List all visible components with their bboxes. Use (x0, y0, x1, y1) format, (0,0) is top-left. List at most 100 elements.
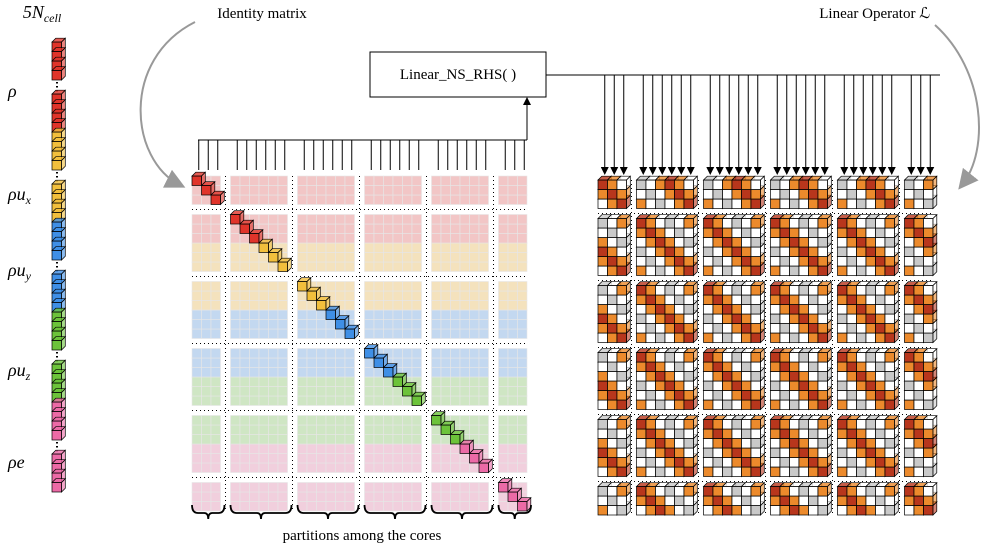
cell (508, 310, 518, 320)
cube-face (866, 305, 876, 315)
cell (231, 377, 241, 387)
cube-face (665, 496, 675, 506)
cube-face (771, 458, 781, 468)
cube-face (608, 496, 618, 506)
cell (403, 349, 413, 359)
cell (374, 195, 384, 205)
cube-face (617, 391, 627, 401)
cell (393, 195, 403, 205)
cube-face (202, 186, 212, 196)
cube-face (799, 496, 809, 506)
cube-face (665, 487, 675, 497)
cell (374, 310, 384, 320)
cube-face (684, 228, 694, 238)
cell (479, 387, 489, 397)
cube-face (617, 448, 627, 458)
cell (441, 502, 451, 512)
cube-face (924, 362, 934, 372)
cube-face (905, 257, 915, 267)
cell (326, 444, 336, 454)
cube-face (838, 391, 848, 401)
cube-face (790, 247, 800, 257)
cell (508, 454, 518, 464)
cube-face (675, 487, 685, 497)
cube-face (809, 238, 819, 248)
cell (269, 425, 279, 435)
cell (365, 463, 375, 473)
cell (451, 349, 461, 359)
cube-face (684, 305, 694, 315)
cell (412, 253, 422, 263)
cube-face (240, 224, 250, 234)
cube-face (780, 228, 790, 238)
cell (460, 301, 470, 311)
cube-face (713, 391, 723, 401)
cell (192, 253, 202, 263)
cube-face (924, 286, 934, 296)
cube-face (637, 266, 647, 276)
vector-label: ρuy (7, 260, 32, 283)
cube-face (799, 458, 809, 468)
cell (317, 368, 327, 378)
cube-face (656, 228, 666, 238)
cube-face (924, 199, 934, 209)
cube-face (857, 190, 867, 200)
cube-face (723, 247, 733, 257)
cell (470, 492, 480, 502)
cube-face (713, 324, 723, 334)
cell (470, 176, 480, 186)
cell (202, 368, 212, 378)
cube-face (713, 180, 723, 190)
cell (441, 387, 451, 397)
cube-face (704, 219, 714, 229)
cube-face (665, 429, 675, 439)
cube-face (847, 333, 857, 343)
cube-face (866, 372, 876, 382)
cube-face (866, 381, 876, 391)
cell (374, 215, 384, 225)
cell (307, 195, 317, 205)
cube-face (876, 238, 886, 248)
cell (365, 224, 375, 234)
cube-face (914, 180, 924, 190)
cell (202, 224, 212, 234)
cell (259, 301, 269, 311)
cube-face (732, 180, 742, 190)
cell (259, 435, 269, 445)
cube-face (656, 381, 666, 391)
cube-face (876, 429, 886, 439)
cell (508, 502, 518, 512)
cube-face (771, 362, 781, 372)
cell (499, 463, 509, 473)
cell (470, 387, 480, 397)
cell (365, 234, 375, 244)
cell (403, 262, 413, 272)
cell (403, 195, 413, 205)
cube-face (905, 429, 915, 439)
cube-face (598, 467, 608, 477)
cell (460, 215, 470, 225)
cube-face (723, 400, 733, 410)
cube-face (924, 439, 934, 449)
cell (192, 463, 202, 473)
cube-face (704, 420, 714, 430)
cell (192, 320, 202, 330)
cell (240, 320, 250, 330)
cube-face (684, 458, 694, 468)
cell (345, 463, 355, 473)
cell (374, 262, 384, 272)
cell (432, 320, 442, 330)
cube-face (799, 314, 809, 324)
cube-face (847, 199, 857, 209)
cell (403, 234, 413, 244)
cell (336, 416, 346, 426)
cube-face (809, 353, 819, 363)
cube-face (665, 391, 675, 401)
cube-face (809, 190, 819, 200)
cell (518, 253, 528, 263)
cell (412, 195, 422, 205)
cube-face (608, 314, 618, 324)
cell (393, 186, 403, 196)
cube-face (924, 257, 934, 267)
cube-face (790, 266, 800, 276)
